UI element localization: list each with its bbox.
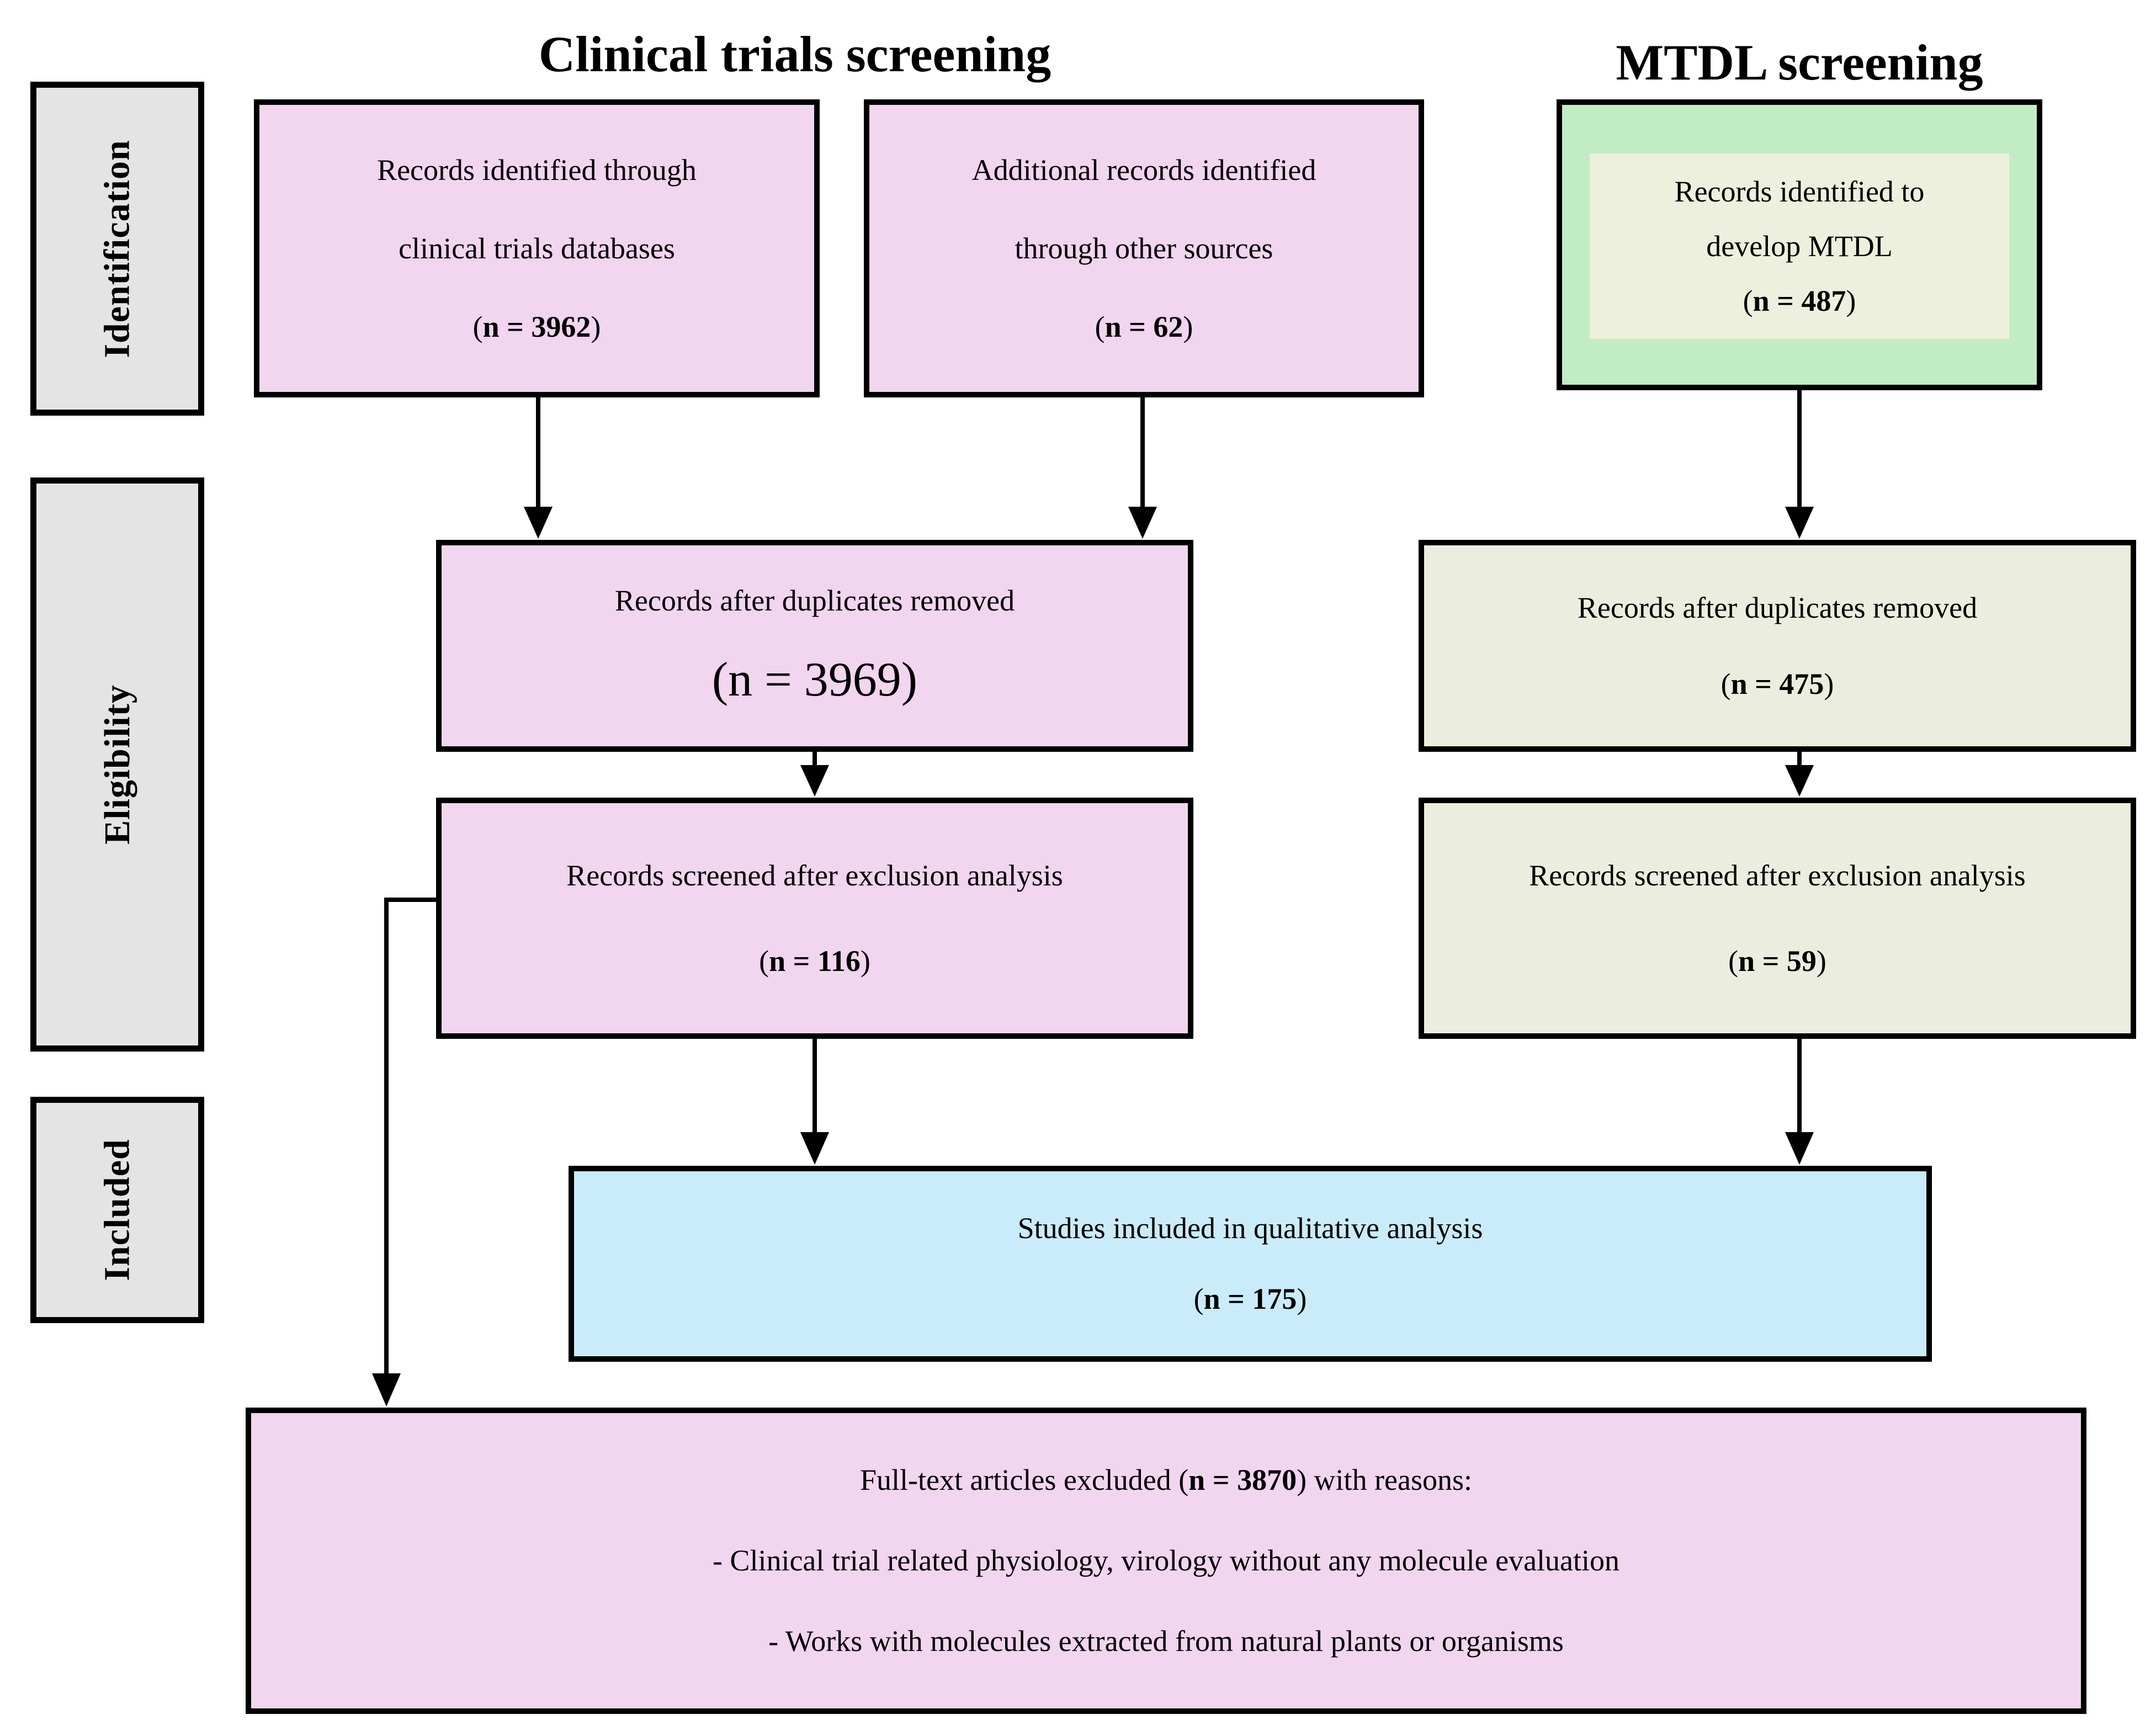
box-line: Additional records identified (971, 153, 1316, 187)
arrow-mtdl-identified-to-dedup (1785, 389, 1814, 539)
box-line: Records identified to (1674, 174, 1925, 208)
arrow-ct-screened-to-included (800, 1038, 829, 1165)
box-ct-screened: Records screened after exclusion analysi… (436, 798, 1193, 1039)
box-line: clinical trials databases (399, 231, 675, 265)
box-count: (n = 59) (1728, 944, 1826, 978)
arrow-other-sources-to-dedup (1128, 397, 1157, 539)
stage-included-box: Included (30, 1097, 204, 1323)
stage-eligibility-box: Eligibility (30, 477, 204, 1052)
box-mtdl-screened: Records screened after exclusion analysi… (1419, 798, 2136, 1039)
box-line: Records after duplicates removed (614, 584, 1015, 618)
stage-eligibility-label: Eligibility (97, 684, 137, 845)
box-fulltext-excluded: Full-text articles excluded (n = 3870) w… (246, 1408, 2086, 1714)
box-studies-included: Studies included in qualitative analysis… (569, 1166, 1932, 1362)
box-line: through other sources (1015, 231, 1273, 265)
box-count: (n = 3969) (711, 653, 918, 707)
box-line: Records identified through (377, 153, 697, 187)
arrow-ct-dedup-to-screened (800, 751, 829, 797)
box-line: Full-text articles excluded (n = 3870) w… (859, 1463, 1473, 1497)
box-count: (n = 3962) (472, 310, 601, 343)
box-line: develop MTDL (1706, 229, 1893, 263)
stage-included-label: Included (97, 1139, 137, 1281)
box-records-develop-mtdl: Records identified to develop MTDL (n = … (1557, 99, 2042, 390)
box-ct-duplicates-removed: Records after duplicates removed (n = 39… (436, 540, 1193, 752)
arrow-mtdl-screened-to-included (1785, 1038, 1814, 1165)
box-count: (n = 487) (1743, 284, 1856, 317)
stage-identification-label: Identification (97, 139, 137, 358)
box-mtdl-duplicates-removed: Records after duplicates removed (n = 47… (1419, 540, 2136, 752)
exclusion-reason: - Works with molecules extracted from na… (768, 1625, 1564, 1658)
box-records-develop-mtdl-inner: Records identified to develop MTDL (n = … (1590, 153, 2009, 339)
box-additional-records: Additional records identified through ot… (864, 99, 1424, 397)
box-line: Records screened after exclusion analysi… (1529, 858, 2026, 892)
box-records-identified-databases: Records identified through clinical tria… (254, 99, 820, 397)
box-count: (n = 175) (1193, 1282, 1307, 1316)
arrow-ct-screened-to-excluded (372, 898, 436, 1406)
box-count: (n = 62) (1095, 310, 1193, 343)
exclusion-reason: - Clinical trial related physiology, vir… (712, 1544, 1620, 1578)
box-line: Records after duplicates removed (1577, 591, 1978, 625)
box-line: Records screened after exclusion analysi… (566, 858, 1063, 892)
clinical-trials-screening-title: Clinical trials screening (538, 26, 1052, 82)
arrow-mtdl-dedup-to-screened (1785, 751, 1814, 797)
arrow-databases-to-dedup (524, 397, 553, 539)
box-line: Studies included in qualitative analysis (1017, 1212, 1483, 1245)
box-count: (n = 116) (759, 944, 870, 978)
stage-identification-box: Identification (30, 82, 204, 416)
box-count: (n = 475) (1720, 667, 1834, 700)
mtdl-screening-title: MTDL screening (1616, 34, 1983, 91)
